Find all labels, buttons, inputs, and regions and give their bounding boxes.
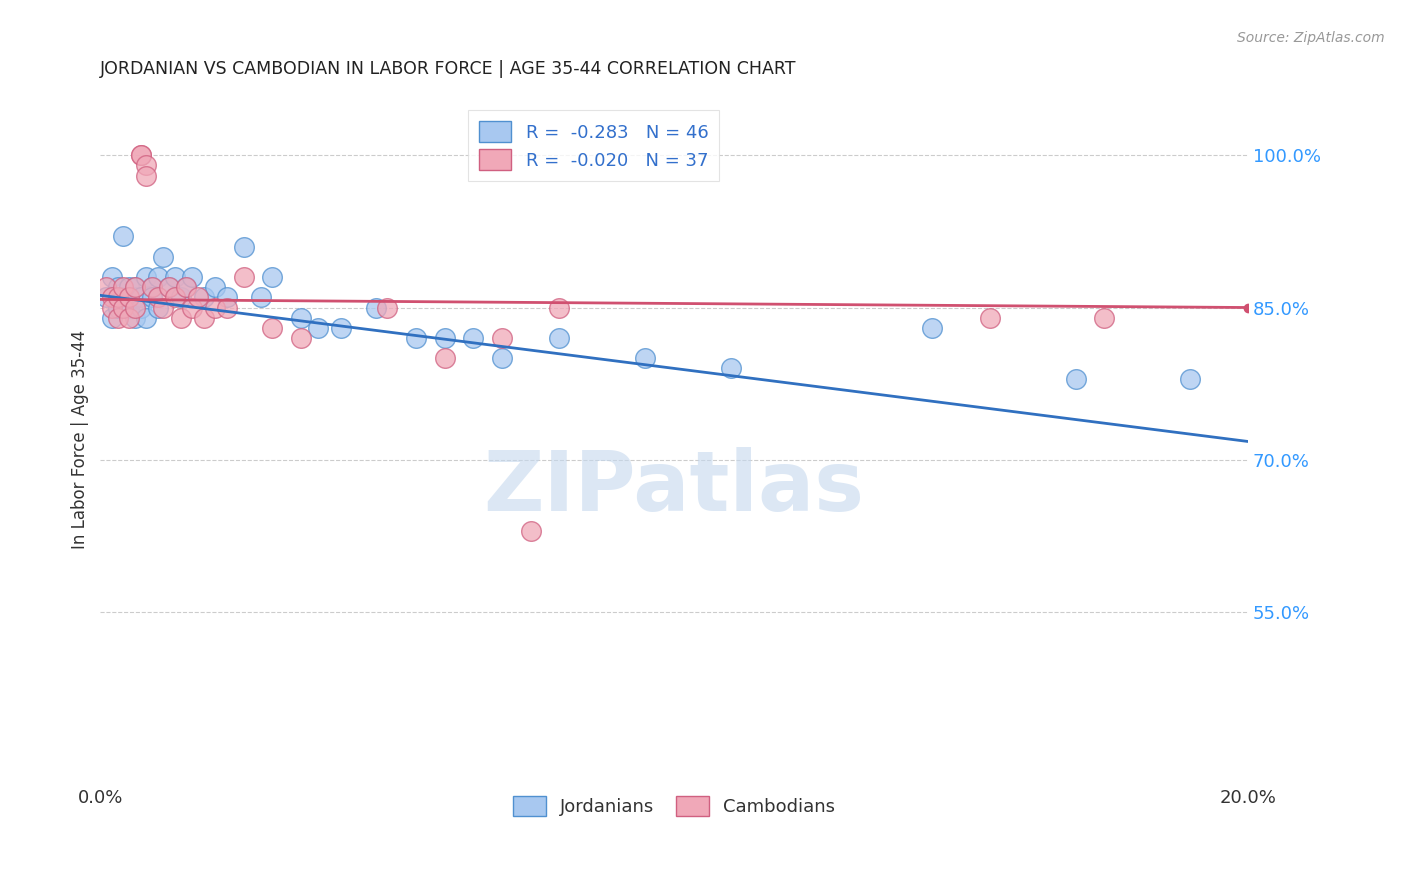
Point bbox=[181, 301, 204, 315]
Point bbox=[135, 158, 157, 172]
Point bbox=[101, 310, 124, 325]
Point bbox=[405, 331, 427, 345]
Point bbox=[112, 301, 135, 315]
Point bbox=[232, 270, 254, 285]
Point bbox=[146, 270, 169, 285]
Point bbox=[262, 270, 284, 285]
Point bbox=[548, 331, 571, 345]
Point bbox=[307, 321, 329, 335]
Point bbox=[290, 331, 312, 345]
Point bbox=[720, 361, 742, 376]
Point bbox=[152, 301, 174, 315]
Point bbox=[135, 270, 157, 285]
Point bbox=[112, 280, 135, 294]
Point bbox=[634, 351, 657, 366]
Point bbox=[170, 310, 193, 325]
Point bbox=[1180, 371, 1202, 385]
Point bbox=[364, 301, 387, 315]
Point bbox=[163, 270, 186, 285]
Point bbox=[101, 270, 124, 285]
Point bbox=[94, 280, 117, 294]
Point bbox=[262, 321, 284, 335]
Point bbox=[101, 290, 124, 304]
Point bbox=[141, 290, 163, 304]
Point bbox=[170, 290, 193, 304]
Point bbox=[330, 321, 353, 335]
Point bbox=[129, 301, 152, 315]
Point bbox=[118, 280, 141, 294]
Point bbox=[250, 290, 273, 304]
Point bbox=[124, 310, 146, 325]
Point bbox=[193, 310, 215, 325]
Point bbox=[146, 301, 169, 315]
Point bbox=[433, 351, 456, 366]
Point bbox=[187, 290, 209, 304]
Point bbox=[112, 229, 135, 244]
Point bbox=[112, 290, 135, 304]
Point bbox=[101, 301, 124, 315]
Point bbox=[124, 301, 146, 315]
Text: ZIPatlas: ZIPatlas bbox=[484, 447, 865, 528]
Point bbox=[1092, 310, 1115, 325]
Point bbox=[176, 280, 198, 294]
Text: Source: ZipAtlas.com: Source: ZipAtlas.com bbox=[1237, 31, 1385, 45]
Point bbox=[129, 148, 152, 162]
Point bbox=[129, 290, 152, 304]
Point bbox=[215, 290, 238, 304]
Point bbox=[157, 280, 180, 294]
Point bbox=[375, 301, 398, 315]
Point bbox=[124, 280, 146, 294]
Point bbox=[152, 250, 174, 264]
Point bbox=[107, 301, 129, 315]
Point bbox=[215, 301, 238, 315]
Point bbox=[519, 524, 541, 538]
Point bbox=[232, 240, 254, 254]
Point bbox=[181, 270, 204, 285]
Point bbox=[979, 310, 1001, 325]
Point bbox=[204, 280, 226, 294]
Point bbox=[491, 331, 513, 345]
Point bbox=[141, 280, 163, 294]
Point bbox=[921, 321, 943, 335]
Legend: Jordanians, Cambodians: Jordanians, Cambodians bbox=[506, 789, 842, 823]
Point bbox=[124, 280, 146, 294]
Point bbox=[204, 301, 226, 315]
Y-axis label: In Labor Force | Age 35-44: In Labor Force | Age 35-44 bbox=[72, 330, 89, 549]
Point bbox=[463, 331, 485, 345]
Point bbox=[94, 290, 117, 304]
Point bbox=[163, 290, 186, 304]
Point bbox=[157, 280, 180, 294]
Point bbox=[146, 290, 169, 304]
Point bbox=[118, 290, 141, 304]
Point bbox=[118, 310, 141, 325]
Point bbox=[135, 169, 157, 183]
Point bbox=[491, 351, 513, 366]
Point bbox=[433, 331, 456, 345]
Point bbox=[107, 280, 129, 294]
Point bbox=[107, 310, 129, 325]
Point bbox=[129, 148, 152, 162]
Point bbox=[1064, 371, 1087, 385]
Point bbox=[141, 280, 163, 294]
Point bbox=[135, 310, 157, 325]
Point bbox=[290, 310, 312, 325]
Point bbox=[548, 301, 571, 315]
Point bbox=[193, 290, 215, 304]
Point bbox=[124, 290, 146, 304]
Text: JORDANIAN VS CAMBODIAN IN LABOR FORCE | AGE 35-44 CORRELATION CHART: JORDANIAN VS CAMBODIAN IN LABOR FORCE | … bbox=[100, 60, 797, 78]
Point bbox=[176, 280, 198, 294]
Point bbox=[107, 290, 129, 304]
Point bbox=[118, 301, 141, 315]
